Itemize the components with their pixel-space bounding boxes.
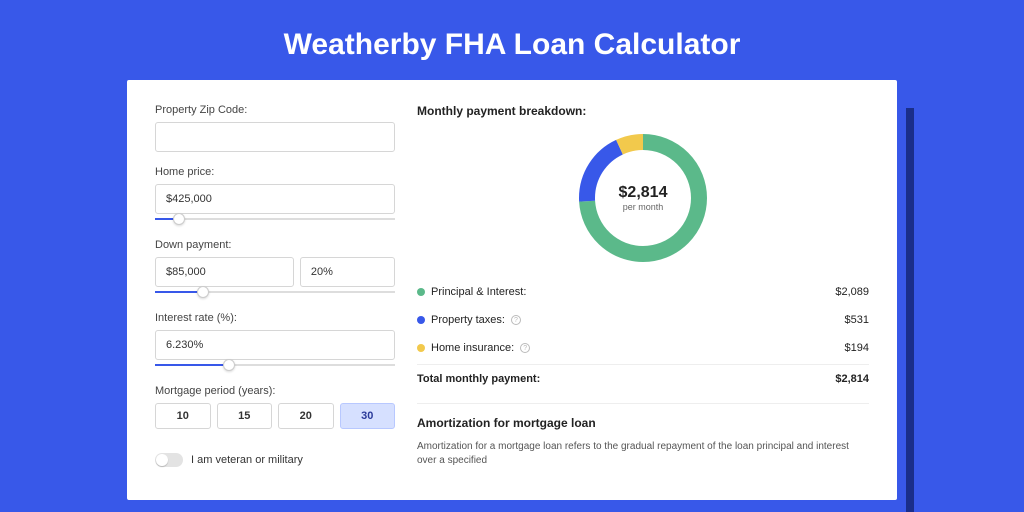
- zip-group: Property Zip Code:: [155, 104, 395, 152]
- down-payment-amount-input[interactable]: [155, 257, 294, 287]
- period-option-20[interactable]: 20: [278, 403, 334, 429]
- down-payment-percent-input[interactable]: [300, 257, 395, 287]
- breakdown-row: Principal & Interest: $2,089: [417, 278, 869, 306]
- veteran-label: I am veteran or military: [191, 454, 303, 466]
- down-payment-slider[interactable]: [155, 286, 395, 298]
- amortization-text: Amortization for a mortgage loan refers …: [417, 440, 869, 468]
- calculator-card: Property Zip Code: Home price: Down paym…: [127, 80, 897, 500]
- breakdown-label: Home insurance:: [431, 342, 514, 354]
- period-option-15[interactable]: 15: [217, 403, 273, 429]
- legend-dot: [417, 288, 425, 296]
- down-payment-group: Down payment:: [155, 239, 395, 298]
- period-option-30[interactable]: 30: [340, 403, 396, 429]
- info-icon[interactable]: ?: [511, 315, 521, 325]
- breakdown-value: $194: [845, 342, 869, 354]
- home-price-thumb[interactable]: [173, 213, 185, 225]
- home-price-input[interactable]: [155, 184, 395, 214]
- breakdown-value: $2,089: [835, 286, 869, 298]
- interest-label: Interest rate (%):: [155, 312, 395, 324]
- zip-input[interactable]: [155, 122, 395, 152]
- interest-input[interactable]: [155, 330, 395, 360]
- donut-subtitle: per month: [619, 202, 668, 212]
- total-row: Total monthly payment: $2,814: [417, 364, 869, 393]
- breakdown-label: Property taxes:: [431, 314, 505, 326]
- donut-amount: $2,814: [619, 184, 668, 202]
- interest-thumb[interactable]: [223, 359, 235, 371]
- period-group: Mortgage period (years): 10152030: [155, 385, 395, 429]
- home-price-group: Home price:: [155, 166, 395, 225]
- breakdown-column: Monthly payment breakdown: $2,814 per mo…: [417, 104, 869, 476]
- zip-label: Property Zip Code:: [155, 104, 395, 116]
- down-payment-label: Down payment:: [155, 239, 395, 251]
- home-price-slider[interactable]: [155, 213, 395, 225]
- breakdown-title: Monthly payment breakdown:: [417, 104, 869, 118]
- page-title: Weatherby FHA Loan Calculator: [0, 0, 1024, 80]
- interest-group: Interest rate (%):: [155, 312, 395, 371]
- card-shadow: [906, 108, 914, 512]
- legend-dot: [417, 316, 425, 324]
- breakdown-label: Principal & Interest:: [431, 286, 526, 298]
- legend-dot: [417, 344, 425, 352]
- breakdown-row: Property taxes:? $531: [417, 306, 869, 334]
- home-price-label: Home price:: [155, 166, 395, 178]
- period-label: Mortgage period (years):: [155, 385, 395, 397]
- total-value: $2,814: [835, 373, 869, 385]
- form-column: Property Zip Code: Home price: Down paym…: [155, 104, 395, 476]
- breakdown-row: Home insurance:? $194: [417, 334, 869, 362]
- veteran-toggle-row: I am veteran or military: [155, 453, 395, 467]
- veteran-toggle[interactable]: [155, 453, 183, 467]
- total-label: Total monthly payment:: [417, 373, 540, 385]
- breakdown-value: $531: [845, 314, 869, 326]
- donut-chart: $2,814 per month: [417, 134, 869, 262]
- donut-center: $2,814 per month: [619, 184, 668, 212]
- info-icon[interactable]: ?: [520, 343, 530, 353]
- down-payment-thumb[interactable]: [197, 286, 209, 298]
- amortization-title: Amortization for mortgage loan: [417, 416, 869, 430]
- interest-slider[interactable]: [155, 359, 395, 371]
- amortization-section: Amortization for mortgage loan Amortizat…: [417, 403, 869, 468]
- period-option-10[interactable]: 10: [155, 403, 211, 429]
